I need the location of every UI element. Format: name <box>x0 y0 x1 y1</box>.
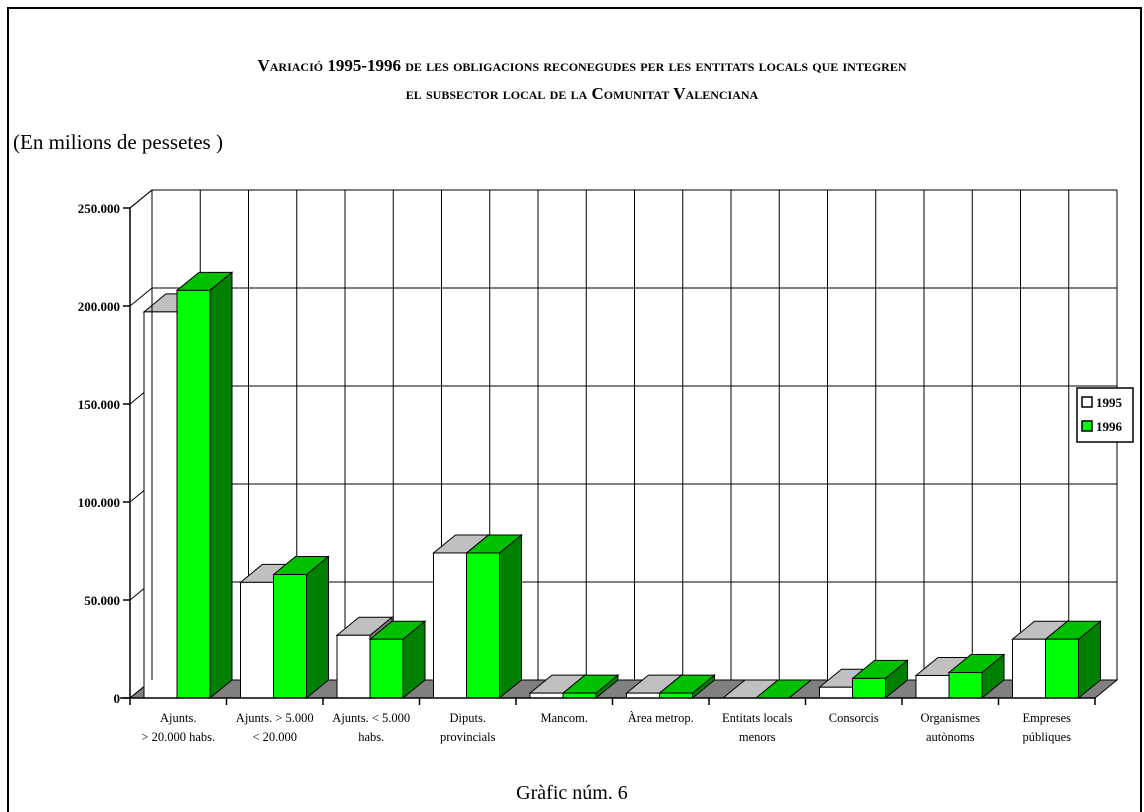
bar-front <box>915 674 950 699</box>
chart-caption: Gràfic núm. 6 <box>516 782 628 804</box>
chart-title-line1: Variació 1995-1996 de les obligacions re… <box>257 56 907 75</box>
chart-title-line2: el subsector local de la Comunitat Valen… <box>405 84 759 103</box>
bar-front <box>433 552 467 699</box>
bar-1996-2 <box>368 620 427 700</box>
bar-1996-0 <box>175 271 234 700</box>
bar-front <box>948 672 983 699</box>
y-tick-label: 100.000 <box>78 495 120 510</box>
y-tick-label: 50.000 <box>84 593 120 608</box>
legend-label: 1996 <box>1096 419 1123 434</box>
x-tick-label: Àrea metrop. <box>628 711 694 725</box>
bar-front <box>369 638 404 699</box>
y-tick-label: 0 <box>114 691 121 706</box>
x-tick-label: provincials <box>440 730 496 744</box>
bar-1996-4 <box>561 674 620 700</box>
chart-frame <box>7 7 1142 812</box>
x-tick-label: > 20.000 habs. <box>141 730 215 744</box>
x-tick-label: < 20.000 <box>252 730 297 744</box>
bar-side <box>209 271 233 700</box>
bar-side <box>306 555 329 700</box>
bar-front <box>819 686 853 699</box>
x-tick-label: Ajunts. > 5.000 <box>236 711 314 725</box>
x-tick-label: Consorcis <box>829 711 879 725</box>
x-tick-label: Ajunts. < 5.000 <box>332 711 410 725</box>
legend-swatch <box>1081 396 1093 408</box>
bar-front <box>336 634 371 699</box>
bar-1996-9 <box>1044 620 1102 700</box>
x-tick-label: menors <box>739 730 776 744</box>
x-tick-label: Organismes <box>921 711 981 725</box>
x-tick-label: Empreses <box>1022 711 1071 725</box>
chart-title: Variació 1995-1996 de les obligacions re… <box>20 52 1144 108</box>
bar-front <box>143 311 178 699</box>
grid-diagonal <box>129 287 153 307</box>
legend-swatch <box>1081 420 1093 432</box>
y-tick-label: 200.000 <box>78 299 120 314</box>
y-axis-top <box>129 189 153 209</box>
x-tick-label: Diputs. <box>450 711 486 725</box>
x-tick-label: públiques <box>1022 730 1071 744</box>
x-tick-label: Ajunts. <box>160 711 196 725</box>
bar-front <box>240 581 274 699</box>
bar-front <box>852 677 886 699</box>
bar-1996-1 <box>272 555 330 700</box>
bar-1996-5 <box>658 674 716 700</box>
x-tick-label: Entitats locals <box>722 711 793 725</box>
legend-label: 1995 <box>1096 395 1123 410</box>
bar-side <box>499 533 522 700</box>
bar-front <box>273 574 307 699</box>
bar-1996-8 <box>947 653 1006 700</box>
bar-front <box>1045 638 1079 699</box>
x-tick-label: Mancom. <box>540 711 588 725</box>
bar-1996-7 <box>851 659 909 700</box>
bar-front <box>1012 638 1046 699</box>
bar-1996-3 <box>465 533 523 700</box>
bar-front <box>466 552 500 699</box>
x-tick-label: habs. <box>358 730 384 744</box>
chart-subtitle: (En milions de pessetes ) <box>13 130 223 154</box>
bar-front <box>176 289 211 699</box>
y-tick-label: 150.000 <box>78 397 120 412</box>
x-tick-label: autònoms <box>926 730 975 744</box>
y-tick-label: 250.000 <box>78 201 120 216</box>
